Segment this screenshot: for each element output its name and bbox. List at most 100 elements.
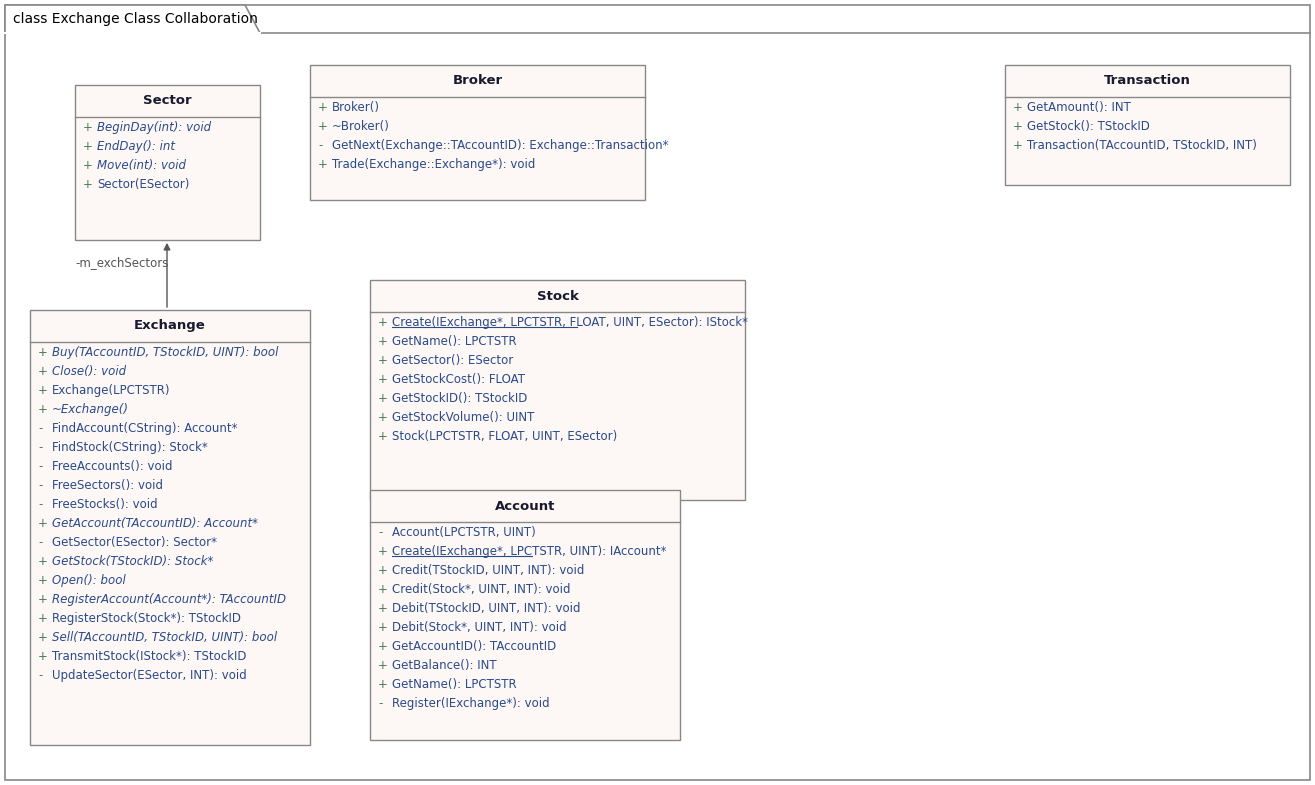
Text: ~Broker(): ~Broker() xyxy=(331,120,389,133)
Polygon shape xyxy=(5,5,260,33)
Text: +: + xyxy=(83,121,93,134)
Text: class Exchange Class Collaboration: class Exchange Class Collaboration xyxy=(13,12,258,26)
Text: BeginDay(int): void: BeginDay(int): void xyxy=(97,121,212,134)
Text: +: + xyxy=(318,101,327,114)
Text: +: + xyxy=(38,631,47,644)
Text: Transaction: Transaction xyxy=(1105,75,1191,87)
Text: GetAccountID(): TAccountID: GetAccountID(): TAccountID xyxy=(392,640,556,653)
Text: ~Exchange(): ~Exchange() xyxy=(53,403,129,416)
Text: +: + xyxy=(38,517,47,530)
Text: Account: Account xyxy=(494,499,555,513)
Text: +: + xyxy=(377,545,388,558)
Text: GetBalance(): INT: GetBalance(): INT xyxy=(392,659,497,672)
Text: RegisterStock(Stock*): TStockID: RegisterStock(Stock*): TStockID xyxy=(53,612,241,625)
Text: +: + xyxy=(377,583,388,596)
Bar xyxy=(30,310,310,745)
Text: +: + xyxy=(83,140,93,153)
Text: -: - xyxy=(38,460,42,473)
Text: Open(): bool: Open(): bool xyxy=(53,574,126,587)
Text: TransmitStock(IStock*): TStockID: TransmitStock(IStock*): TStockID xyxy=(53,650,246,663)
Text: +: + xyxy=(377,392,388,405)
Text: GetStockVolume(): UINT: GetStockVolume(): UINT xyxy=(392,411,534,424)
Text: Exchange: Exchange xyxy=(134,319,206,333)
Text: Stock: Stock xyxy=(537,290,579,302)
Bar xyxy=(370,280,746,500)
Text: +: + xyxy=(377,411,388,424)
Text: Sector(ESector): Sector(ESector) xyxy=(97,178,189,191)
Text: RegisterAccount(Account*): TAccountID: RegisterAccount(Account*): TAccountID xyxy=(53,593,285,606)
Bar xyxy=(310,65,644,200)
Text: GetNext(Exchange::TAccountID): Exchange::Transaction*: GetNext(Exchange::TAccountID): Exchange:… xyxy=(331,139,668,152)
Text: FreeSectors(): void: FreeSectors(): void xyxy=(53,479,163,492)
Text: +: + xyxy=(38,574,47,587)
Text: EndDay(): int: EndDay(): int xyxy=(97,140,175,153)
Text: +: + xyxy=(377,602,388,615)
Text: Exchange(LPCTSTR): Exchange(LPCTSTR) xyxy=(53,384,171,397)
Text: -m_exchSectors: -m_exchSectors xyxy=(75,257,168,269)
Text: -: - xyxy=(38,498,42,511)
Text: +: + xyxy=(38,612,47,625)
Text: -: - xyxy=(38,479,42,492)
Text: +: + xyxy=(1013,139,1023,152)
Text: GetSector(): ESector: GetSector(): ESector xyxy=(392,354,513,367)
Text: -: - xyxy=(38,441,42,454)
Text: Close(): void: Close(): void xyxy=(53,365,126,378)
Text: +: + xyxy=(38,593,47,606)
Text: FindAccount(CString): Account*: FindAccount(CString): Account* xyxy=(53,422,238,435)
Text: Move(int): void: Move(int): void xyxy=(97,159,185,172)
Text: Create(IExchange*, LPCTSTR, UINT): IAccount*: Create(IExchange*, LPCTSTR, UINT): IAcco… xyxy=(392,545,667,558)
Text: +: + xyxy=(377,640,388,653)
Text: GetStockCost(): FLOAT: GetStockCost(): FLOAT xyxy=(392,373,525,386)
Text: Credit(Stock*, UINT, INT): void: Credit(Stock*, UINT, INT): void xyxy=(392,583,571,596)
Text: -: - xyxy=(318,139,322,152)
Text: Buy(TAccountID, TStockID, UINT): bool: Buy(TAccountID, TStockID, UINT): bool xyxy=(53,346,279,359)
Text: +: + xyxy=(377,430,388,443)
Bar xyxy=(75,85,260,240)
Text: +: + xyxy=(38,650,47,663)
Text: +: + xyxy=(377,354,388,367)
Text: +: + xyxy=(377,335,388,348)
Text: Trade(Exchange::Exchange*): void: Trade(Exchange::Exchange*): void xyxy=(331,158,535,171)
Text: Debit(TStockID, UINT, INT): void: Debit(TStockID, UINT, INT): void xyxy=(392,602,580,615)
Text: +: + xyxy=(38,403,47,416)
Text: -: - xyxy=(377,526,383,539)
Text: +: + xyxy=(38,346,47,359)
Text: FreeAccounts(): void: FreeAccounts(): void xyxy=(53,460,172,473)
Text: +: + xyxy=(377,373,388,386)
Text: Sell(TAccountID, TStockID, UINT): bool: Sell(TAccountID, TStockID, UINT): bool xyxy=(53,631,277,644)
Text: GetAmount(): INT: GetAmount(): INT xyxy=(1027,101,1131,114)
Text: GetStock(TStockID): Stock*: GetStock(TStockID): Stock* xyxy=(53,555,213,568)
Text: +: + xyxy=(377,621,388,634)
Text: +: + xyxy=(377,564,388,577)
Text: +: + xyxy=(83,178,93,191)
Text: +: + xyxy=(377,678,388,691)
Text: Sector: Sector xyxy=(143,94,192,108)
Text: +: + xyxy=(318,120,327,133)
Text: Transaction(TAccountID, TStockID, INT): Transaction(TAccountID, TStockID, INT) xyxy=(1027,139,1257,152)
Text: UpdateSector(ESector, INT): void: UpdateSector(ESector, INT): void xyxy=(53,669,247,682)
Text: Broker: Broker xyxy=(452,75,502,87)
Text: Register(IExchange*): void: Register(IExchange*): void xyxy=(392,697,550,710)
Text: +: + xyxy=(38,365,47,378)
Text: FreeStocks(): void: FreeStocks(): void xyxy=(53,498,158,511)
Text: Credit(TStockID, UINT, INT): void: Credit(TStockID, UINT, INT): void xyxy=(392,564,584,577)
Text: +: + xyxy=(318,158,327,171)
Text: FindStock(CString): Stock*: FindStock(CString): Stock* xyxy=(53,441,208,454)
Text: GetAccount(TAccountID): Account*: GetAccount(TAccountID): Account* xyxy=(53,517,258,530)
Bar xyxy=(370,490,680,740)
Text: GetStock(): TStockID: GetStock(): TStockID xyxy=(1027,120,1149,133)
Text: GetStockID(): TStockID: GetStockID(): TStockID xyxy=(392,392,527,405)
Text: Stock(LPCTSTR, FLOAT, UINT, ESector): Stock(LPCTSTR, FLOAT, UINT, ESector) xyxy=(392,430,617,443)
Text: Debit(Stock*, UINT, INT): void: Debit(Stock*, UINT, INT): void xyxy=(392,621,567,634)
Text: Create(IExchange*, LPCTSTR, FLOAT, UINT, ESector): IStock*: Create(IExchange*, LPCTSTR, FLOAT, UINT,… xyxy=(392,316,748,329)
Bar xyxy=(1005,65,1290,185)
Text: -: - xyxy=(38,669,42,682)
Text: +: + xyxy=(377,659,388,672)
Text: Broker(): Broker() xyxy=(331,101,380,114)
Text: +: + xyxy=(1013,120,1023,133)
Text: -: - xyxy=(38,536,42,549)
Text: -: - xyxy=(377,697,383,710)
Text: -: - xyxy=(38,422,42,435)
Text: +: + xyxy=(1013,101,1023,114)
Text: GetName(): LPCTSTR: GetName(): LPCTSTR xyxy=(392,678,517,691)
